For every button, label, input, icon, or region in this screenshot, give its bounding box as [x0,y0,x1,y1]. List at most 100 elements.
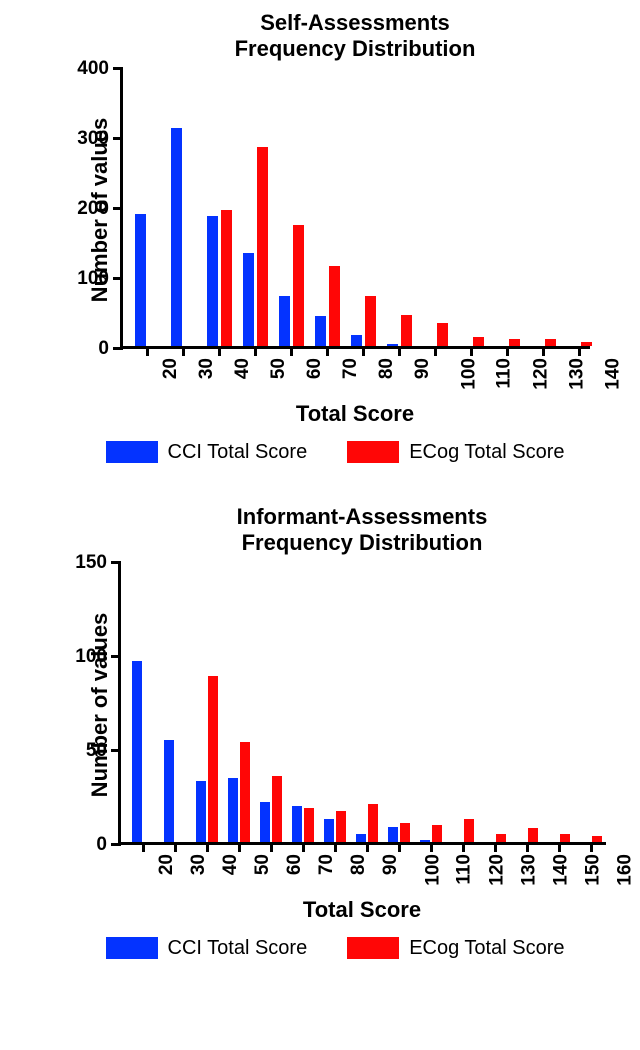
x-tick [366,842,369,852]
legend: CCI Total Score ECog Total Score [40,441,630,464]
x-tick-label: 140 [603,358,625,390]
y-tick-label: 0 [98,338,123,360]
bar-ecog [464,819,474,842]
bar-ecog [208,676,218,841]
legend-label: ECog Total Score [409,937,564,960]
x-tick-label: 20 [160,358,182,379]
x-tick-label: 150 [583,854,605,886]
x-tick-label: 110 [494,358,516,389]
bar-cci [196,781,206,841]
chart-title: Informant-AssessmentsFrequency Distribut… [118,504,606,557]
legend-item: ECog Total Score [347,441,564,464]
bar-cci [135,214,146,346]
plot-area: 0501001502030405060708090100110120130140… [118,563,606,845]
x-tick-label: 30 [188,854,210,875]
bar-cci [207,216,218,346]
y-tick-label: 300 [77,128,123,150]
x-tick-label: 80 [348,854,370,875]
y-tick-label: 100 [77,268,123,290]
bar-ecog [401,315,412,346]
legend-item: ECog Total Score [347,937,564,960]
bar-ecog [257,147,268,346]
legend-swatch [347,441,399,463]
chart-informant: Informant-AssessmentsFrequency Distribut… [10,504,630,960]
x-tick [398,346,401,356]
bar-ecog [473,337,484,346]
x-tick [270,842,273,852]
bar-ecog [293,225,304,346]
y-tick-label: 200 [77,198,123,220]
bar-ecog [496,834,506,842]
legend-label: CCI Total Score [168,937,308,960]
x-tick [462,842,465,852]
bar-cci [315,316,326,345]
bar-ecog [400,823,410,842]
x-tick-label: 110 [454,854,476,885]
bar-ecog [581,342,592,346]
chart-title-line2: Frequency Distribution [118,530,606,556]
legend-item: CCI Total Score [106,441,308,464]
bar-cci [388,827,398,842]
x-tick [206,842,209,852]
x-tick-label: 50 [252,854,274,875]
x-tick-label: 40 [232,358,254,379]
legend-label: ECog Total Score [409,441,564,464]
legend-swatch [106,441,158,463]
bar-cci [164,740,174,842]
x-tick-label: 130 [567,358,589,390]
legend-swatch [106,937,158,959]
x-tick [558,842,561,852]
bar-ecog [336,811,346,841]
x-tick [362,346,365,356]
bar-ecog [368,804,378,842]
x-tick-label: 30 [196,358,218,379]
x-tick-label: 70 [316,854,338,875]
bar-cci [279,296,290,346]
bar-cci [292,806,302,842]
x-tick-label: 120 [531,358,553,390]
bar-ecog [365,296,376,346]
bar-cci [324,819,334,842]
plot-area: 0100200300400203040506070809010011012013… [120,69,590,349]
x-tick-label: 90 [412,358,434,379]
chart-self: Self-AssessmentsFrequency DistributionNu… [10,10,630,464]
y-tick-label: 400 [77,58,123,80]
y-tick-label: 0 [96,834,121,856]
x-tick-label: 100 [459,358,481,390]
x-tick [578,346,581,356]
x-tick-label: 20 [156,854,178,875]
bar-ecog [272,776,282,842]
legend-item: CCI Total Score [106,937,308,960]
bar-cci [243,253,254,346]
x-tick [542,346,545,356]
x-tick-label: 100 [423,854,445,886]
legend-swatch [347,937,399,959]
x-tick [398,842,401,852]
bar-cci [356,834,366,842]
x-tick-label: 40 [220,854,242,875]
chart-title-line1: Informant-Assessments [118,504,606,530]
bar-ecog [304,808,314,842]
x-tick-label: 120 [487,854,509,886]
x-tick [430,842,433,852]
bar-ecog [329,266,340,346]
x-tick [506,346,509,356]
legend: CCI Total Score ECog Total Score [40,937,630,960]
x-tick [174,842,177,852]
y-axis-label: Number of values [87,605,113,805]
x-tick [470,346,473,356]
chart-title-line2: Frequency Distribution [120,36,590,62]
x-tick [142,842,145,852]
bar-cci [171,128,182,346]
x-tick [526,842,529,852]
bar-cci [228,778,238,842]
x-tick [590,842,593,852]
x-tick [254,346,257,356]
x-tick-label: 60 [284,854,306,875]
x-tick-label: 80 [376,358,398,379]
x-tick [334,842,337,852]
legend-label: CCI Total Score [168,441,308,464]
bar-cci [387,344,398,346]
x-tick [146,346,149,356]
bar-ecog [437,323,448,345]
